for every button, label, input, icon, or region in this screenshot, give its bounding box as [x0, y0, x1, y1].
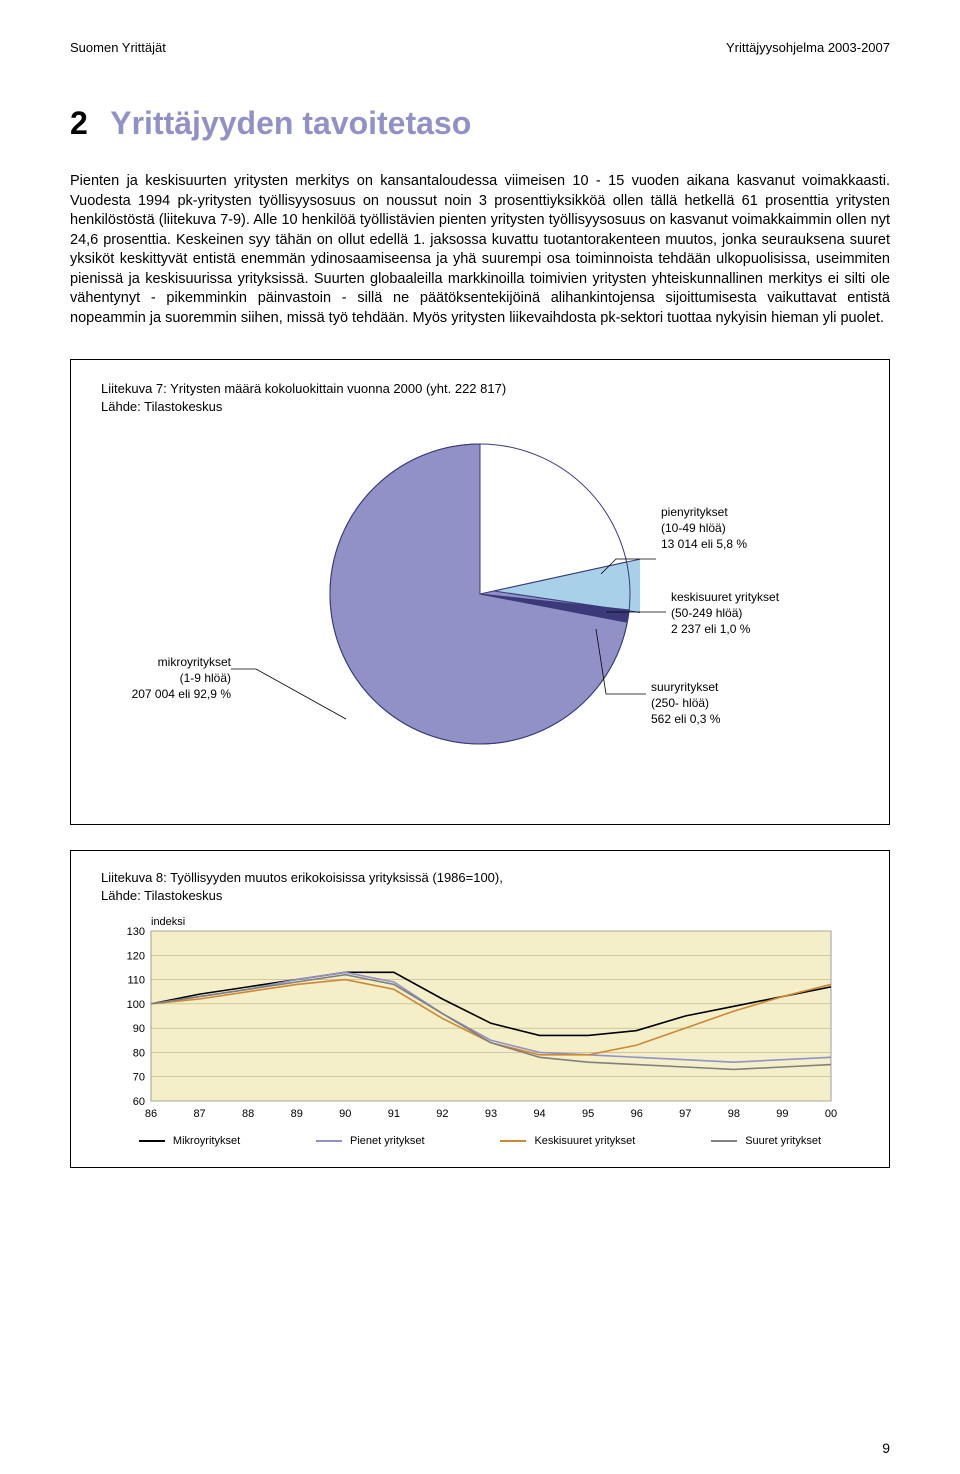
- pie-label-large-l3: 562 eli 0,3 %: [651, 712, 720, 726]
- pie-chart-area: mikroyritykset (1-9 hlöä) 207 004 eli 92…: [101, 434, 859, 794]
- legend-swatch-1: [316, 1140, 342, 1142]
- svg-text:70: 70: [133, 1072, 145, 1084]
- header-right: Yrittäjyysohjelma 2003-2007: [726, 40, 890, 55]
- svg-text:80: 80: [133, 1048, 145, 1060]
- section-title: Yrittäjyyden tavoitetaso: [110, 105, 471, 142]
- pie-caption-line2: Lähde: Tilastokeskus: [101, 399, 222, 414]
- svg-text:110: 110: [127, 975, 145, 987]
- line-legend: Mikroyritykset Pienet yritykset Keskisuu…: [101, 1135, 859, 1147]
- pie-label-medium-l3: 2 237 eli 1,0 %: [671, 622, 750, 636]
- legend-item-1: Pienet yritykset: [316, 1135, 425, 1147]
- line-caption: Liitekuva 8: Työllisyyden muutos erikoko…: [101, 869, 859, 905]
- legend-label-3: Suuret yritykset: [745, 1135, 821, 1147]
- legend-label-2: Keskisuuret yritykset: [534, 1135, 635, 1147]
- body-paragraph: Pienten ja keskisuurten yritysten merkit…: [70, 172, 890, 329]
- header-left: Suomen Yrittäjät: [70, 40, 166, 55]
- legend-swatch-3: [711, 1140, 737, 1142]
- section-heading: 2 Yrittäjyyden tavoitetaso: [70, 105, 890, 142]
- pie-label-micro: mikroyritykset (1-9 hlöä) 207 004 eli 92…: [121, 654, 231, 703]
- pie-label-micro-l3: 207 004 eli 92,9 %: [132, 687, 231, 701]
- section-number: 2: [70, 105, 88, 142]
- pie-label-small-l1: pienyritykset: [661, 505, 728, 519]
- line-chart-svg: 60 70 80 90 100 110 120 130 indeksi 86 87 88 89 90 91 9…: [101, 913, 841, 1123]
- svg-text:130: 130: [127, 926, 145, 938]
- page-number: 9: [882, 1440, 890, 1456]
- svg-text:88: 88: [242, 1108, 254, 1120]
- line-figure-box: Liitekuva 8: Työllisyyden muutos erikoko…: [70, 850, 890, 1168]
- pie-label-medium-l1: keskisuuret yritykset: [671, 590, 779, 604]
- svg-text:91: 91: [388, 1108, 400, 1120]
- pie-label-small: pienyritykset (10-49 hlöä) 13 014 eli 5,…: [661, 504, 747, 553]
- legend-swatch-0: [139, 1140, 165, 1142]
- svg-text:99: 99: [776, 1108, 788, 1120]
- page-header: Suomen Yrittäjät Yrittäjyysohjelma 2003-…: [70, 40, 890, 55]
- svg-text:97: 97: [679, 1108, 691, 1120]
- svg-text:120: 120: [127, 951, 145, 963]
- pie-label-small-l2: (10-49 hlöä): [661, 521, 726, 535]
- pie-label-micro-l2: (1-9 hlöä): [180, 671, 231, 685]
- legend-item-2: Keskisuuret yritykset: [500, 1135, 635, 1147]
- legend-item-0: Mikroyritykset: [139, 1135, 240, 1147]
- svg-text:90: 90: [133, 1023, 145, 1035]
- svg-text:60: 60: [133, 1096, 145, 1108]
- legend-label-1: Pienet yritykset: [350, 1135, 425, 1147]
- svg-text:94: 94: [533, 1108, 545, 1120]
- legend-swatch-2: [500, 1140, 526, 1142]
- svg-text:96: 96: [631, 1108, 643, 1120]
- svg-text:indeksi: indeksi: [151, 916, 185, 928]
- pie-label-medium: keskisuuret yritykset (50-249 hlöä) 2 23…: [671, 589, 779, 638]
- svg-text:92: 92: [436, 1108, 448, 1120]
- svg-text:98: 98: [728, 1108, 740, 1120]
- pie-label-large-l2: (250- hlöä): [651, 696, 709, 710]
- svg-text:95: 95: [582, 1108, 594, 1120]
- svg-text:89: 89: [291, 1108, 303, 1120]
- svg-text:90: 90: [339, 1108, 351, 1120]
- pie-figure-box: Liitekuva 7: Yritysten määrä kokoluokitt…: [70, 359, 890, 825]
- pie-caption: Liitekuva 7: Yritysten määrä kokoluokitt…: [101, 380, 859, 416]
- pie-label-large-l1: suuryritykset: [651, 680, 718, 694]
- legend-label-0: Mikroyritykset: [173, 1135, 240, 1147]
- line-caption-l1: Liitekuva 8: Työllisyyden muutos erikoko…: [101, 870, 503, 885]
- line-caption-l2: Lähde: Tilastokeskus: [101, 888, 222, 903]
- svg-text:100: 100: [127, 999, 145, 1011]
- svg-text:93: 93: [485, 1108, 497, 1120]
- pie-label-large: suuryritykset (250- hlöä) 562 eli 0,3 %: [651, 679, 720, 728]
- legend-item-3: Suuret yritykset: [711, 1135, 821, 1147]
- pie-label-small-l3: 13 014 eli 5,8 %: [661, 537, 747, 551]
- svg-text:87: 87: [193, 1108, 205, 1120]
- svg-text:86: 86: [145, 1108, 157, 1120]
- pie-label-micro-l1: mikroyritykset: [158, 655, 231, 669]
- svg-text:00: 00: [825, 1108, 837, 1120]
- pie-caption-line1: Liitekuva 7: Yritysten määrä kokoluokitt…: [101, 381, 506, 396]
- pie-label-medium-l2: (50-249 hlöä): [671, 606, 742, 620]
